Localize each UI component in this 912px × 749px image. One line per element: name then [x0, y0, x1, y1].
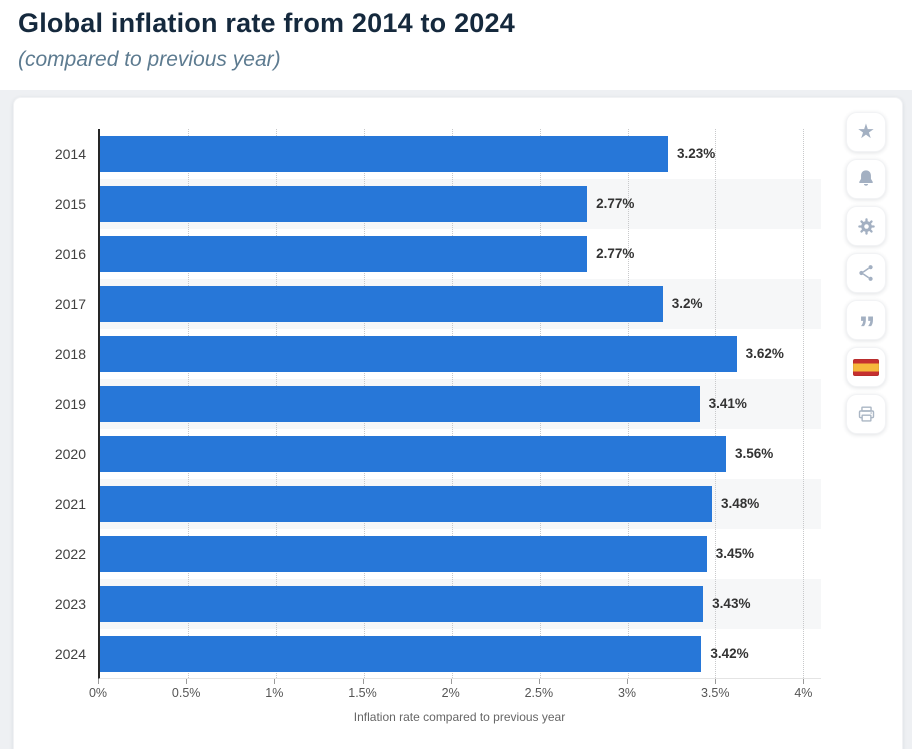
page-title: Global inflation rate from 2014 to 2024 [18, 8, 515, 38]
x-tick-mark [715, 679, 717, 684]
bar-value-label: 3.23% [677, 146, 716, 161]
gridline [715, 129, 717, 678]
bar-row: 3.42% [100, 629, 821, 679]
bar-value-label: 3.56% [735, 446, 774, 461]
x-tick-mark [362, 679, 364, 684]
gridline [803, 129, 805, 678]
x-tick-mark [450, 679, 452, 684]
x-tick-mark [186, 679, 188, 684]
chart-card: 2014 2015 2016 2017 2018 2019 2020 2021 2022 2023… [13, 97, 903, 749]
bar-2019 [100, 386, 700, 422]
x-axis-title: Inflation rate compared to previous year [353, 710, 566, 724]
cite-button[interactable]: ” [846, 300, 886, 346]
bar-2017 [100, 286, 663, 322]
bar-2020 [100, 436, 727, 472]
bar-value-label: 3.45% [715, 546, 754, 561]
bar-2023 [100, 586, 704, 622]
y-axis-label: 2024 [54, 646, 86, 662]
x-tick-label: 0% [88, 686, 108, 700]
favorite-button[interactable]: ★ [846, 112, 886, 152]
bar-row: 3.2% [100, 279, 821, 329]
bell-icon [859, 170, 873, 186]
settings-button[interactable] [846, 206, 886, 246]
bar-value-label: 3.41% [708, 396, 747, 411]
bar-row: 3.23% [100, 129, 821, 179]
bar-value-label: 3.43% [712, 596, 751, 611]
bar-row: 3.45% [100, 529, 821, 579]
bar-value-label: 3.62% [745, 346, 784, 361]
plot-rows: 3.23% 2.77% 2.77% 3.2% 3.62% 3.41% 3.56% 3.48% 3… [100, 129, 821, 678]
bar-2014 [100, 136, 668, 172]
share-button[interactable] [846, 253, 886, 293]
notifications-button[interactable] [846, 159, 886, 199]
bar-2024 [100, 636, 702, 672]
x-tick-mark [274, 679, 276, 684]
x-tick-mark [803, 679, 805, 684]
page-subtitle: (compared to previous year) [18, 48, 281, 71]
bar-2016 [100, 236, 588, 272]
x-tick-label: 0.5% [171, 686, 201, 700]
y-axis-label: 2022 [54, 546, 86, 562]
bar-2022 [100, 536, 707, 572]
bar-value-label: 3.2% [671, 296, 703, 311]
bar-2018 [100, 336, 737, 372]
y-axis-label: 2018 [54, 346, 86, 362]
bar-value-label: 2.77% [596, 196, 635, 211]
x-tick-label: 3% [617, 686, 637, 700]
bar-2021 [100, 486, 712, 522]
y-axis-label: 2020 [54, 446, 86, 462]
x-tick-label: 1.5% [348, 686, 377, 700]
x-tick-label: 4% [794, 686, 813, 700]
bar-row: 3.62% [100, 329, 821, 379]
x-tick-label: 2% [441, 686, 460, 700]
y-axis-label: 2015 [54, 196, 86, 212]
bar-value-label: 2.77% [596, 246, 635, 261]
bar-row: 3.48% [100, 479, 821, 529]
x-tick-mark [538, 679, 540, 684]
language-spanish-button[interactable] [846, 347, 886, 387]
bar-row: 2.77% [100, 229, 821, 279]
bar-value-label: 3.42% [710, 646, 749, 661]
printer-icon [858, 405, 874, 422]
plot-area: 3.23% 2.77% 2.77% 3.2% 3.62% 3.41% 3.56% 3.48% 3… [98, 129, 821, 679]
x-tick-label: 1% [265, 686, 284, 700]
x-tick-mark [98, 679, 99, 684]
share-icon [859, 265, 873, 281]
bar-2015 [100, 186, 588, 222]
y-axis-label: 2014 [54, 146, 86, 162]
y-axis-label: 2021 [54, 496, 86, 512]
bar-value-label: 3.48% [720, 496, 760, 511]
bar-row: 2.77% [100, 179, 821, 229]
y-axis-label: 2017 [54, 296, 86, 312]
bar-row: 3.56% [100, 429, 821, 479]
gear-icon [857, 217, 875, 235]
action-toolbar: ★ [846, 112, 886, 434]
page-background: 2014 2015 2016 2017 2018 2019 2020 2021 2022 2023… [0, 90, 912, 749]
bar-row: 3.41% [100, 379, 821, 429]
spain-flag-icon [853, 358, 879, 376]
x-tick-label: 3.5% [700, 686, 730, 700]
y-axis-label: 2023 [54, 596, 86, 612]
x-tick-mark [627, 679, 629, 684]
star-icon: ★ [857, 121, 875, 143]
y-axis-labels: 2014 2015 2016 2017 2018 2019 2020 2021 2022 2023… [14, 129, 86, 679]
x-tick-label: 2.5% [524, 686, 554, 700]
y-axis-label: 2019 [54, 396, 86, 412]
bar-row: 3.43% [100, 579, 821, 629]
print-button[interactable] [846, 394, 886, 434]
y-axis-label: 2016 [54, 246, 86, 262]
page-header: Global inflation rate from 2014 to 2024 … [0, 0, 912, 90]
